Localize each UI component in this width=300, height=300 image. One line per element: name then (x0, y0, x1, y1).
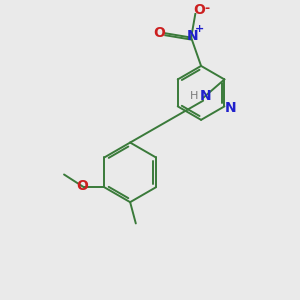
Text: N: N (187, 29, 198, 43)
Text: O: O (76, 179, 88, 194)
Text: H: H (190, 92, 198, 101)
Text: N: N (225, 101, 236, 115)
Text: O: O (193, 3, 205, 17)
Text: +: + (195, 24, 204, 34)
Text: -: - (205, 2, 210, 15)
Text: N: N (199, 89, 211, 103)
Text: O: O (153, 26, 165, 40)
